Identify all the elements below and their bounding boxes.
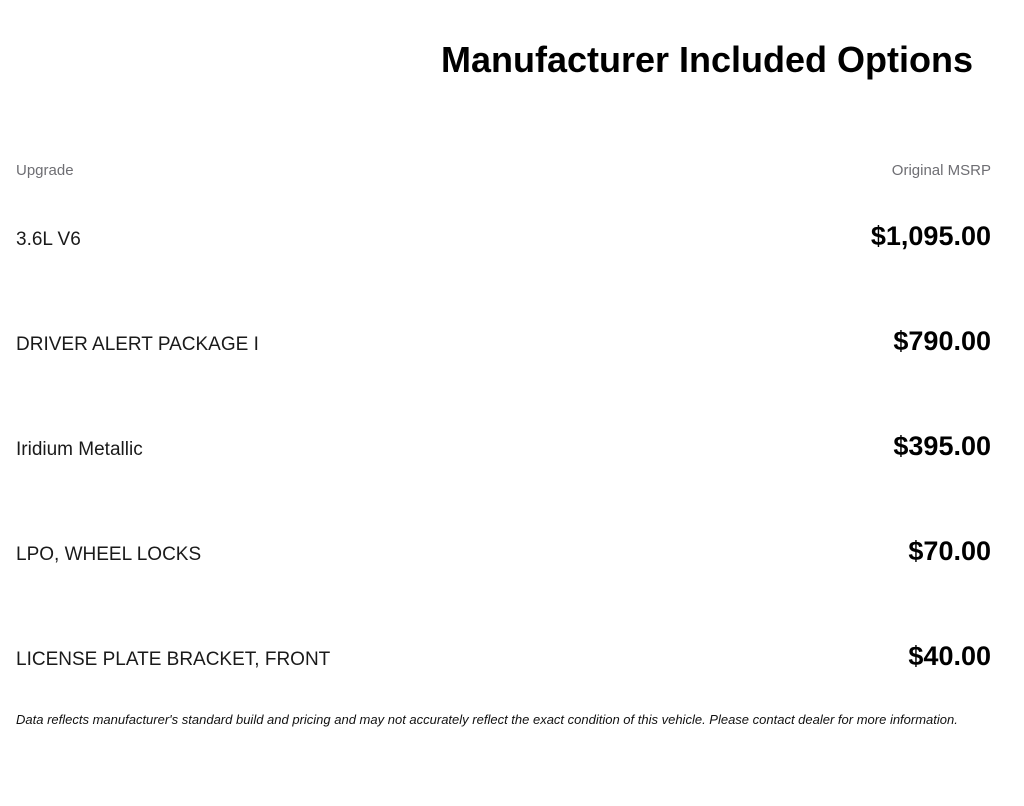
table-row: DRIVER ALERT PACKAGE I $790.00 xyxy=(16,325,991,357)
upgrade-name: Iridium Metallic xyxy=(16,439,143,460)
upgrade-name: DRIVER ALERT PACKAGE I xyxy=(16,334,259,355)
manufacturer-options-page: Manufacturer Included Options Upgrade Or… xyxy=(0,38,1024,728)
table-header-row: Upgrade Original MSRP xyxy=(16,162,991,180)
table-row: Iridium Metallic $395.00 xyxy=(16,430,991,462)
upgrade-price: $40.00 xyxy=(908,641,991,671)
upgrade-price: $790.00 xyxy=(893,326,991,356)
upgrade-price: $1,095.00 xyxy=(870,221,991,251)
table-row: LICENSE PLATE BRACKET, FRONT $40.00 xyxy=(16,640,991,672)
upgrade-name: LICENSE PLATE BRACKET, FRONT xyxy=(16,649,331,670)
table-row: 3.6L V6 $1,095.00 xyxy=(16,220,991,252)
table-row: LPO, WHEEL LOCKS $70.00 xyxy=(16,535,991,567)
upgrade-price: $70.00 xyxy=(908,536,991,566)
page-title: Manufacturer Included Options xyxy=(440,39,974,80)
options-table: Upgrade Original MSRP 3.6L V6 $1,095.00 … xyxy=(0,162,1024,672)
upgrade-name: 3.6L V6 xyxy=(16,229,81,250)
column-header-original-msrp: Original MSRP xyxy=(891,162,991,179)
upgrade-price: $395.00 xyxy=(893,431,991,461)
upgrade-name: LPO, WHEEL LOCKS xyxy=(16,544,202,565)
column-header-upgrade: Upgrade xyxy=(16,162,74,179)
disclaimer-text: Data reflects manufacturer's standard bu… xyxy=(16,712,958,727)
